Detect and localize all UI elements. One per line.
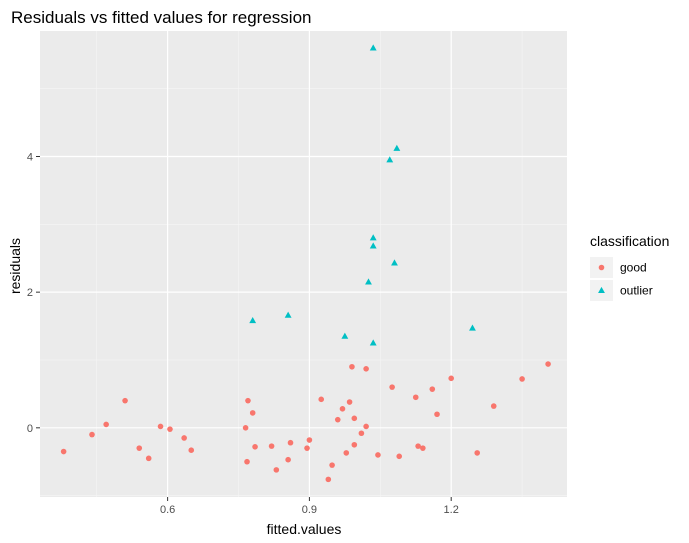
good-point xyxy=(519,376,525,382)
outlier-point xyxy=(386,156,394,163)
good-point xyxy=(145,455,152,462)
good-point xyxy=(420,445,426,451)
good-point xyxy=(268,443,275,449)
good-point xyxy=(304,445,310,451)
good-series xyxy=(60,361,551,483)
legend-item-good: good xyxy=(590,257,647,278)
minor-gridlines xyxy=(40,31,567,497)
good-point xyxy=(285,456,291,463)
good-point xyxy=(396,453,403,460)
good-point xyxy=(60,448,67,455)
outlier-point xyxy=(369,242,377,249)
good-point xyxy=(273,467,280,473)
y-axis-title: residuals xyxy=(7,238,23,294)
legend-label: outlier xyxy=(620,284,653,298)
y-axis: 0 2 4 xyxy=(27,151,40,435)
good-point xyxy=(358,430,365,437)
x-tick-label: 0.6 xyxy=(160,504,175,516)
good-point xyxy=(89,431,95,438)
major-gridlines xyxy=(40,31,567,497)
good-point xyxy=(157,423,164,430)
good-point xyxy=(545,361,551,367)
good-point xyxy=(389,384,395,390)
good-point xyxy=(306,437,313,443)
good-point xyxy=(429,386,436,392)
outlier-point xyxy=(391,259,398,266)
good-point xyxy=(325,476,332,483)
legend-symbol-good xyxy=(598,264,605,271)
good-point xyxy=(349,363,355,370)
good-point xyxy=(167,426,173,432)
outlier-point xyxy=(249,317,257,324)
good-point xyxy=(252,444,258,450)
good-point xyxy=(245,397,251,404)
good-point xyxy=(363,365,369,372)
good-point xyxy=(249,410,256,416)
y-tick-label: 4 xyxy=(27,151,33,163)
x-tick-label: 0.9 xyxy=(302,504,317,516)
good-point xyxy=(448,375,455,382)
good-point xyxy=(415,443,421,449)
good-point xyxy=(122,397,128,404)
good-point xyxy=(244,458,250,465)
good-point xyxy=(188,447,195,453)
good-point xyxy=(490,403,497,409)
outlier-point xyxy=(469,324,476,331)
good-point xyxy=(339,406,346,412)
y-tick-label: 0 xyxy=(27,423,33,435)
legend-title: classification xyxy=(590,233,669,249)
good-point xyxy=(346,399,353,405)
good-point xyxy=(363,423,369,430)
plot-panel xyxy=(40,31,567,497)
good-point xyxy=(103,421,109,428)
good-point xyxy=(351,415,358,422)
outlier-point xyxy=(369,234,377,241)
outlier-point xyxy=(284,311,292,318)
legend-item-outlier: outlier xyxy=(590,280,653,301)
outlier-series xyxy=(249,44,476,346)
outlier-point xyxy=(341,332,349,339)
chart-title: Residuals vs fitted values for regressio… xyxy=(11,8,311,27)
outlier-point xyxy=(369,44,377,51)
good-point xyxy=(375,452,381,458)
x-axis-title: fitted.values xyxy=(267,521,342,537)
legend-label: good xyxy=(620,261,647,275)
legend-symbol-outlier xyxy=(598,286,605,294)
outlier-point xyxy=(393,144,401,151)
y-tick-label: 2 xyxy=(27,287,33,299)
good-point xyxy=(474,450,480,456)
good-point xyxy=(334,416,341,423)
good-point xyxy=(434,411,440,418)
good-point xyxy=(136,445,143,451)
legend: classification good outlier xyxy=(590,233,669,301)
x-axis: 0.6 0.9 1.2 xyxy=(160,497,459,516)
data-points xyxy=(60,44,551,483)
good-point xyxy=(287,439,294,446)
x-tick-label: 1.2 xyxy=(444,504,459,516)
good-point xyxy=(181,435,187,441)
outlier-point xyxy=(365,278,372,285)
outlier-point xyxy=(369,339,377,346)
good-point xyxy=(343,450,350,456)
good-point xyxy=(318,396,325,403)
good-point xyxy=(351,441,358,448)
good-point xyxy=(329,462,335,468)
good-point xyxy=(242,425,249,431)
good-point xyxy=(412,394,419,401)
